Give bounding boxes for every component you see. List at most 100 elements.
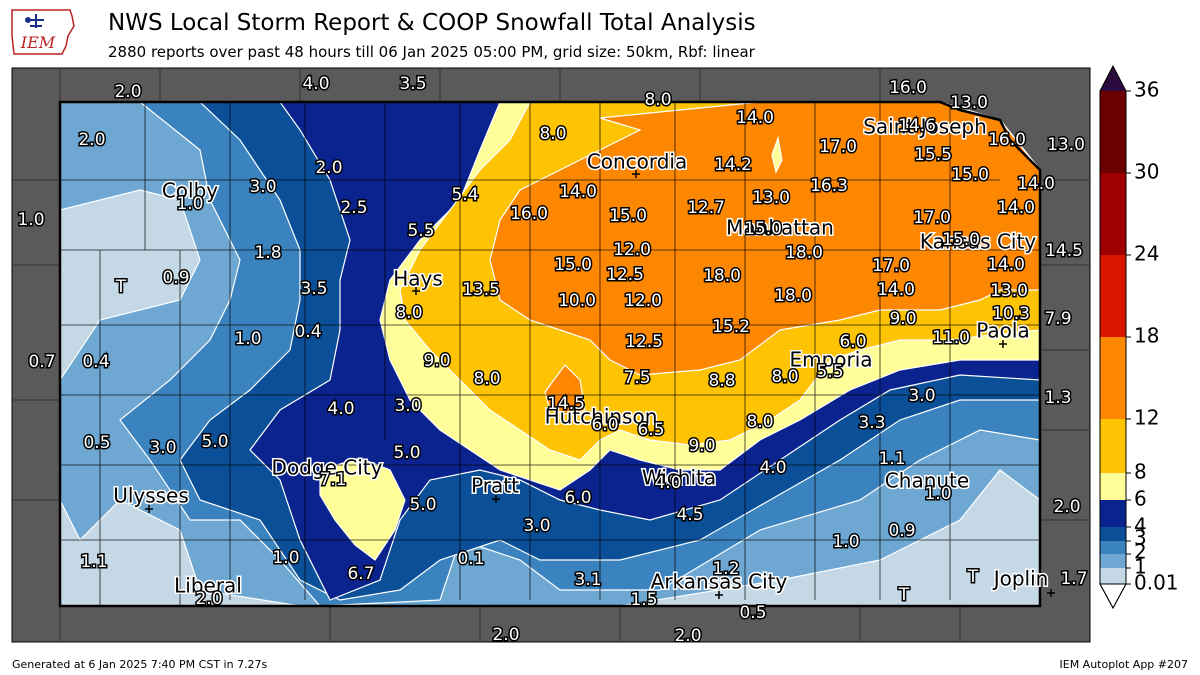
city-label: Colby — [162, 179, 218, 203]
city-label: Chanute — [885, 469, 969, 493]
value-label: 4.5 — [676, 505, 703, 525]
value-label: 2.0 — [195, 589, 222, 609]
page-title: NWS Local Storm Report & COOP Snowfall T… — [108, 10, 756, 36]
value-label: 13.0 — [950, 93, 988, 113]
colorbar-tick: 3 — [1134, 526, 1147, 550]
colorbar-tick: 36 — [1134, 78, 1159, 102]
value-label: 12.0 — [613, 240, 651, 260]
city-label: Hays — [393, 267, 443, 291]
value-label: 15.0 — [554, 255, 592, 275]
value-label: 3.1 — [574, 570, 601, 590]
value-label: T — [967, 567, 979, 587]
value-label: 1.0 — [272, 548, 299, 568]
colorbar-tick: 4 — [1134, 514, 1147, 538]
value-label: 3.0 — [394, 396, 421, 416]
value-label: 7.9 — [1044, 309, 1071, 329]
city-label: Wichita — [642, 466, 716, 490]
value-label: T — [115, 277, 127, 297]
city-label: Emporia — [789, 348, 872, 372]
value-label: 12.5 — [625, 332, 663, 352]
page-subtitle: 2880 reports over past 48 hours till 06 … — [108, 43, 755, 61]
value-label: 13.5 — [462, 280, 500, 300]
value-label: 17.0 — [819, 137, 857, 157]
value-label: 1.0 — [234, 329, 261, 349]
value-label: 16.0 — [510, 204, 548, 224]
value-label: 1.7 — [1060, 569, 1087, 589]
logo-text: IEM — [20, 33, 56, 52]
colorbar-tick: 18 — [1134, 324, 1159, 348]
colorbar-tick: 24 — [1134, 242, 1159, 266]
value-label: 6.5 — [637, 420, 664, 440]
value-label: 15.0 — [942, 230, 980, 250]
value-label: 1.5 — [630, 590, 657, 610]
value-label: 14.0 — [997, 198, 1035, 218]
city-label: Saint Joseph — [863, 115, 987, 139]
value-label: 8.0 — [644, 90, 671, 110]
value-label: 5.5 — [816, 362, 843, 382]
value-label: T — [898, 585, 910, 605]
value-label: 15.5 — [914, 145, 952, 165]
value-label: 15.0 — [609, 206, 647, 226]
colorbar-tick: 30 — [1134, 160, 1159, 184]
city-label: Dodge City — [272, 456, 383, 480]
value-label: 15.0 — [744, 219, 782, 239]
value-label: 5.0 — [409, 495, 436, 515]
value-label: 15.0 — [951, 165, 989, 185]
value-label: 17.0 — [872, 256, 910, 276]
colorbar-tick: 2 — [1134, 540, 1147, 564]
value-label: 3.5 — [399, 74, 426, 94]
value-label: 8.0 — [771, 367, 798, 387]
value-label: 3.0 — [149, 438, 176, 458]
city-label: Joplin — [992, 567, 1049, 591]
city-label: Pratt — [471, 474, 519, 498]
value-label: 6.0 — [564, 488, 591, 508]
value-label: 1.0 — [17, 210, 44, 230]
value-label: 14.5 — [547, 394, 585, 414]
value-label: 12.5 — [606, 265, 644, 285]
value-label: 6.7 — [347, 564, 374, 584]
value-label: 12.7 — [687, 198, 725, 218]
app-footer: IEM Autoplot App #207 — [1059, 658, 1189, 671]
value-label: 8.8 — [708, 371, 735, 391]
city-label: Kansas City — [920, 230, 1037, 254]
value-label: 2.0 — [114, 82, 141, 102]
value-label: 9.0 — [889, 309, 916, 329]
value-label: 1.3 — [1044, 388, 1071, 408]
value-label: 6.0 — [839, 332, 866, 352]
value-label: 14.6 — [898, 116, 936, 136]
value-label: 18.0 — [785, 243, 823, 263]
colorbar-tick: 12 — [1134, 406, 1159, 430]
value-label: 13.0 — [1047, 135, 1085, 155]
value-label: 16.3 — [810, 176, 848, 196]
colorbar-tick: 1 — [1134, 555, 1147, 579]
value-label: 0.9 — [162, 268, 189, 288]
fill-12-18-hutch — [544, 364, 586, 416]
value-label: 1.0 — [924, 484, 951, 504]
value-label: 0.5 — [739, 603, 766, 623]
iem-logo: IEM — [8, 6, 78, 58]
city-label: Hutchinson — [545, 405, 658, 429]
value-label: 14.0 — [736, 108, 774, 128]
value-label: 0.5 — [83, 433, 110, 453]
value-label: 3.3 — [858, 413, 885, 433]
fill-12-18 — [489, 101, 1041, 376]
value-label: 14.0 — [1017, 174, 1055, 194]
value-label: 1.2 — [712, 559, 739, 579]
city-label: Ulysses — [113, 484, 189, 508]
value-label: 4.0 — [302, 74, 329, 94]
kansas-outline — [58, 100, 1042, 608]
value-label: 0.9 — [888, 521, 915, 541]
value-label: 15.2 — [712, 317, 750, 337]
value-label: 3.0 — [523, 516, 550, 536]
colorbar-tick: 0.01 — [1134, 571, 1179, 595]
value-label: 14.2 — [714, 155, 752, 175]
value-label: 16.0 — [889, 78, 927, 98]
value-label: 1.0 — [176, 194, 203, 214]
value-label: 14.0 — [559, 182, 597, 202]
fill-12-18-small — [771, 135, 783, 174]
value-label: 0.4 — [82, 352, 109, 372]
value-label: 5.5 — [407, 221, 434, 241]
value-label: 18.0 — [703, 266, 741, 286]
value-label: 14.0 — [877, 280, 915, 300]
